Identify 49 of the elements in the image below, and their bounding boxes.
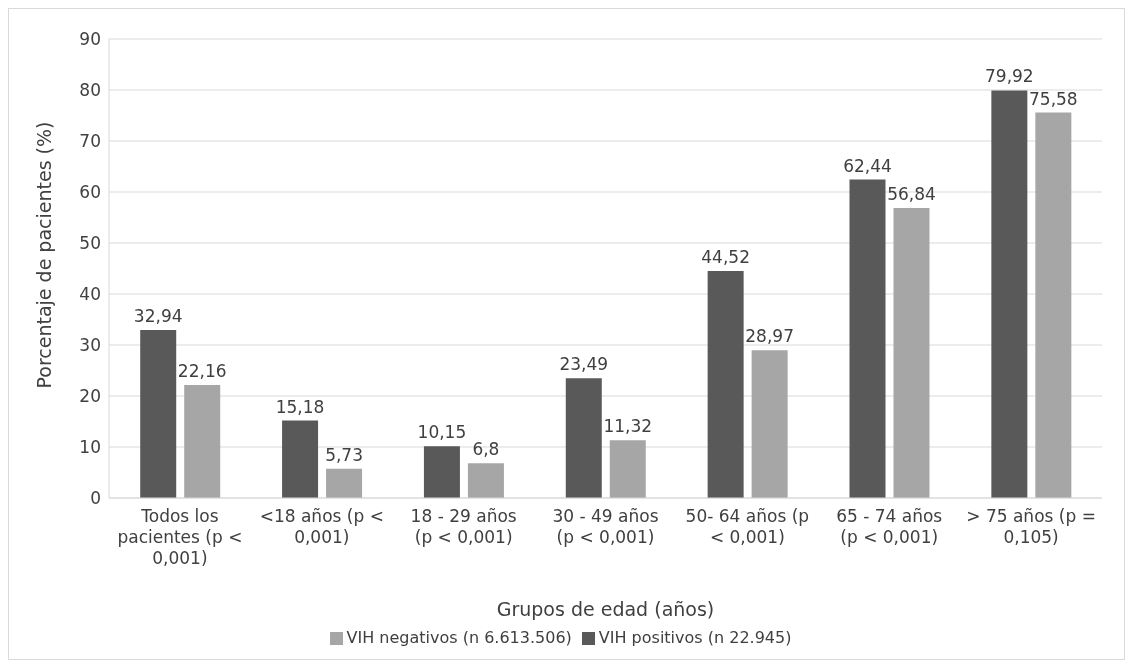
bar [751,350,788,498]
x-tick-label: <18 años (p < 0,001) [259,506,384,547]
bar [1035,112,1072,498]
data-label: 11,32 [603,416,653,437]
data-label: 23,49 [559,354,609,375]
x-tick-label: 18 - 29 años (p < 0,001) [410,506,517,547]
bar [565,378,602,498]
data-label: 28,97 [745,326,794,347]
data-label: 44,52 [701,246,750,267]
data-label: 56,84 [887,184,936,205]
y-axis-title: Porcentaje de pacientes (%) [32,121,55,389]
data-label: 6,8 [472,439,500,460]
bar [707,270,744,498]
y-tick-label: 50 [79,233,101,254]
y-tick-label: 40 [79,284,101,305]
legend-label: VIH positivos (n 22.945) [598,628,792,647]
data-label: 10,15 [417,422,467,443]
x-tick-label: Todos los pacientes (p < 0,001) [117,506,243,568]
y-tick-label: 0 [90,488,101,509]
data-label: 22,16 [177,360,227,381]
y-tick-label: 20 [79,386,101,407]
data-label: 79,92 [985,66,1034,87]
y-tick-label: 30 [79,335,101,356]
legend-label: VIH negativos (n 6.613.506) [346,628,572,647]
data-label: 62,44 [843,155,892,176]
x-tick-label: 30 - 49 años (p < 0,001) [552,506,659,547]
bar [893,208,930,498]
data-label: 32,94 [133,306,183,327]
bar [282,420,319,498]
data-label: 75,58 [1029,88,1078,109]
x-tick-label: > 75 años (p = 0,105) [966,506,1096,547]
x-tick-label: 65 - 74 años (p < 0,001) [836,506,943,547]
y-tick-label: 90 [79,29,101,50]
bar [609,440,646,498]
bar [991,90,1028,498]
x-tick-label: 50- 64 años (p < 0,001) [685,506,810,547]
bar [140,330,177,498]
data-label: 15,18 [275,396,325,417]
data-label: 5,73 [325,444,363,465]
bar [423,446,460,498]
bar [184,384,221,498]
y-tick-label: 80 [79,80,101,101]
y-tick-label: 70 [79,131,101,152]
x-axis-title: Grupos de edad (años) [496,598,715,620]
bar [849,179,886,498]
bar [467,463,504,498]
bar [326,468,363,498]
y-tick-label: 10 [79,437,101,458]
y-tick-label: 60 [79,182,101,203]
